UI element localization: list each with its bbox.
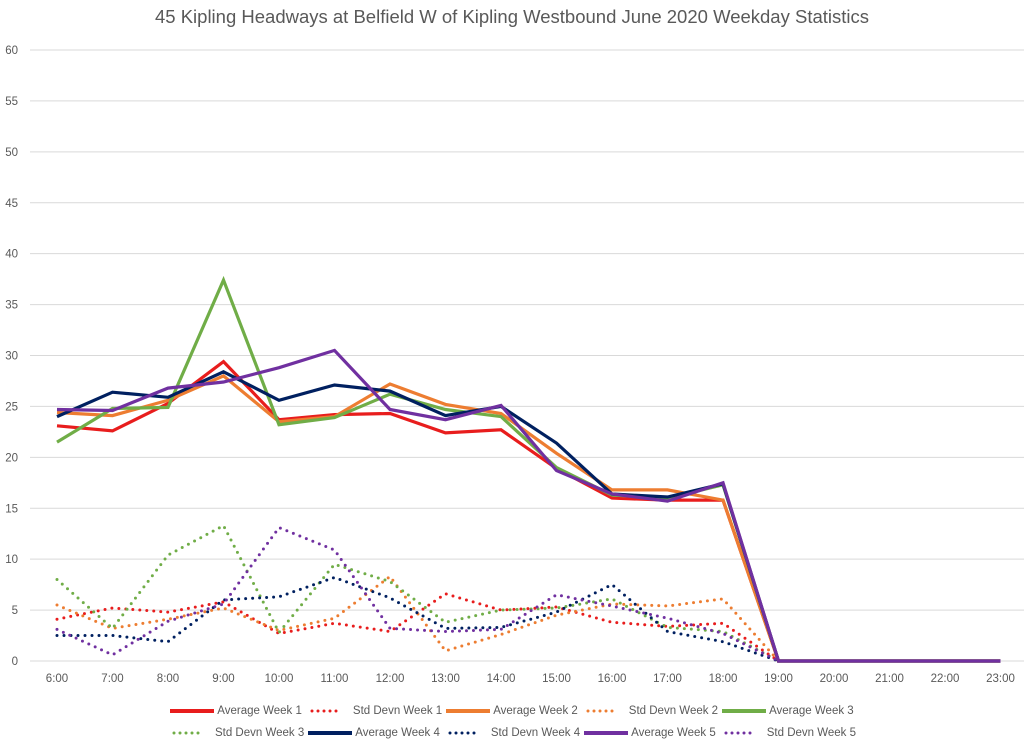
- legend-swatch-icon: [722, 709, 767, 713]
- chart-title: 45 Kipling Headways at Belfield W of Kip…: [154, 6, 870, 27]
- legend-item: Average Week 5: [584, 727, 716, 739]
- y-tick-label: 25: [5, 401, 18, 413]
- legend-label: Std Devn Week 2: [628, 705, 719, 717]
- y-tick-label: 50: [5, 147, 18, 159]
- y-tick-label: 40: [5, 249, 18, 261]
- legend-label: Std Devn Week 4: [490, 727, 581, 739]
- legend-item: Average Week 3: [722, 705, 854, 717]
- x-tick-label: 23:00: [986, 673, 1015, 685]
- plot-area: 0 5 10 15 20 25 30 35 40 45 50 55 60 6:00 7:00 8:00 9:0…: [5, 45, 1024, 685]
- series-lines: [55, 275, 1001, 663]
- legend: Average Week 1 Std Devn Week 1 Average Wee…: [0, 700, 1024, 744]
- legend-swatch-icon: [446, 709, 491, 713]
- legend-item: Std Devn Week 3: [168, 727, 304, 739]
- x-tick-label: 21:00: [875, 673, 904, 685]
- x-tick-label: 13:00: [431, 673, 460, 685]
- legend-swatch-icon: [310, 709, 342, 713]
- legend-row: Std Devn Week 3 Average Week 4 Std Devn We…: [0, 722, 1024, 744]
- x-tick-label: 14:00: [487, 673, 516, 685]
- x-tick-label: 9:00: [212, 673, 234, 685]
- y-tick-label: 30: [5, 351, 18, 363]
- legend-item: Average Week 2: [446, 705, 578, 717]
- legend-swatch-icon: [308, 731, 353, 735]
- legend-swatch-icon: [170, 709, 215, 713]
- x-axis-ticks: 6:00 7:00 8:00 9:00 10:00 11:00 12:00 13:00 14:0…: [46, 673, 1015, 685]
- y-tick-label: 20: [5, 452, 18, 464]
- legend-row: Average Week 1 Std Devn Week 1 Average Wee…: [0, 700, 1024, 722]
- legend-label: Std Devn Week 1: [352, 705, 443, 717]
- legend-label: Average Week 3: [769, 705, 854, 717]
- legend-label: Average Week 1: [217, 705, 302, 717]
- legend-item: Average Week 4: [308, 727, 440, 739]
- legend-item: Std Devn Week 2: [582, 705, 718, 717]
- x-tick-label: 22:00: [931, 673, 960, 685]
- series-line-average-week-4: [56, 370, 1001, 663]
- x-tick-label: 15:00: [542, 673, 571, 685]
- legend-swatch-icon: [586, 709, 618, 713]
- x-tick-label: 12:00: [376, 673, 405, 685]
- legend-label: Std Devn Week 5: [766, 727, 857, 739]
- y-axis-ticks: 0 5 10 15 20 25 30 35 40 45 50 55 60: [5, 45, 18, 668]
- legend-item: Std Devn Week 1: [306, 705, 442, 717]
- y-tick-label: 60: [5, 45, 18, 57]
- y-tick-label: 35: [5, 300, 18, 312]
- x-tick-label: 19:00: [764, 673, 793, 685]
- x-tick-label: 10:00: [265, 673, 294, 685]
- y-tick-label: 55: [5, 96, 18, 108]
- x-tick-label: 6:00: [46, 673, 68, 685]
- y-tick-label: 15: [5, 503, 18, 515]
- series-line-average-week-2: [56, 374, 1001, 663]
- legend-item: Average Week 1: [170, 705, 302, 717]
- y-tick-label: 0: [12, 656, 18, 668]
- series-line-std-devn-week-5: [55, 525, 780, 663]
- y-tick-label: 5: [12, 605, 18, 617]
- series-line-std-devn-week-4: [55, 575, 780, 663]
- x-tick-label: 7:00: [101, 673, 123, 685]
- series-line-average-week-3: [56, 275, 1001, 663]
- legend-swatch-icon: [724, 731, 756, 735]
- legend-label: Average Week 4: [355, 727, 440, 739]
- y-tick-label: 10: [5, 554, 18, 566]
- gridlines: [30, 49, 1024, 662]
- legend-swatch-icon: [584, 731, 629, 735]
- legend-label: Average Week 2: [493, 705, 578, 717]
- legend-swatch-icon: [172, 731, 204, 735]
- legend-item: Std Devn Week 4: [444, 727, 580, 739]
- series-line-std-devn-week-3: [55, 523, 780, 663]
- x-tick-label: 16:00: [598, 673, 627, 685]
- legend-label: Std Devn Week 3: [214, 727, 305, 739]
- x-tick-label: 18:00: [709, 673, 738, 685]
- x-tick-label: 20:00: [820, 673, 849, 685]
- y-tick-label: 45: [5, 198, 18, 210]
- legend-label: Average Week 5: [631, 727, 716, 739]
- series-line-average-week-5: [56, 348, 1001, 663]
- x-tick-label: 8:00: [157, 673, 179, 685]
- x-tick-label: 17:00: [653, 673, 682, 685]
- legend-swatch-icon: [448, 731, 480, 735]
- x-tick-label: 11:00: [321, 673, 349, 685]
- legend-item: Std Devn Week 5: [720, 727, 856, 739]
